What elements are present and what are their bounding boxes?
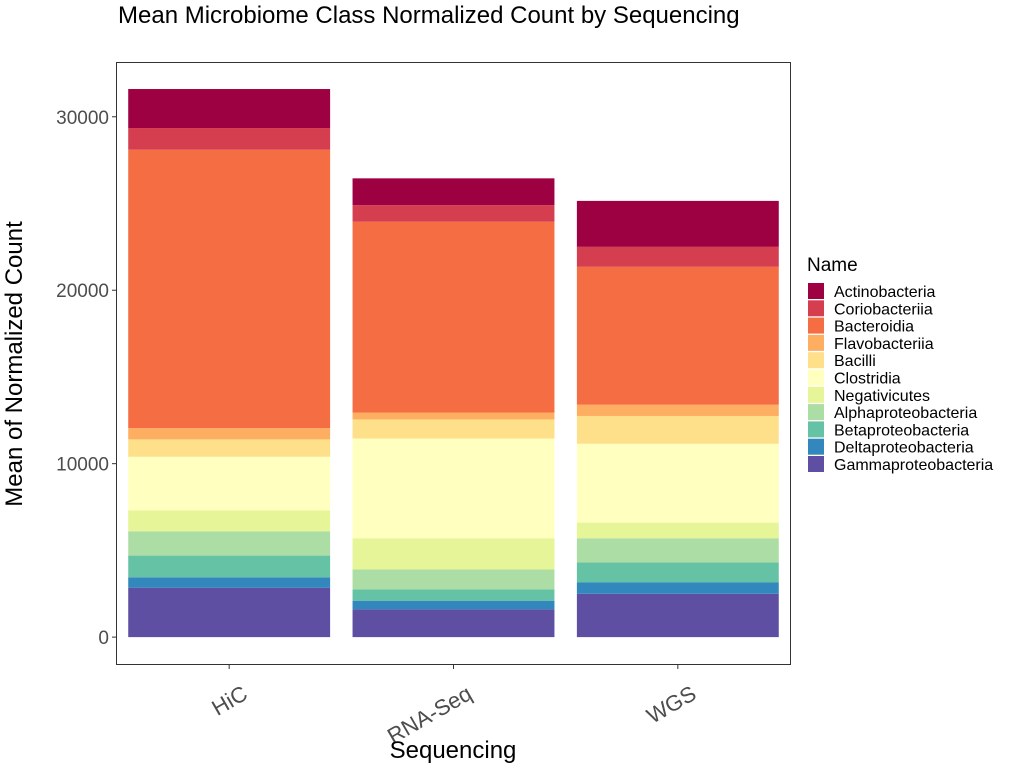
bar-segment-rna-seq-gammaproteobacteria xyxy=(352,609,555,638)
bar-segment-hic-actinobacteria xyxy=(128,89,331,129)
y-axis-label: Mean of Normalized Count xyxy=(1,221,28,507)
legend: Name ActinobacteriaCoriobacteriiaBactero… xyxy=(807,255,993,474)
legend-label-bacteroidia: Bacteroidia xyxy=(834,319,914,336)
legend-key-coriobacteriia xyxy=(808,300,824,317)
bar-segment-rna-seq-negativicutes xyxy=(352,538,555,570)
legend-label-betaproteobacteria: Betaproteobacteria xyxy=(834,422,969,439)
bar-segment-wgs-negativicutes xyxy=(576,522,779,539)
bar-segment-wgs-coriobacteriia xyxy=(576,246,779,267)
legend-key-deltaproteobacteria xyxy=(808,438,824,455)
legend-label-alphaproteobacteria: Alphaproteobacteria xyxy=(834,405,977,422)
bar-segment-wgs-flavobacteriia xyxy=(576,404,779,416)
bar-segment-hic-alphaproteobacteria xyxy=(128,531,331,556)
legend-label-bacilli: Bacilli xyxy=(834,353,876,370)
bar-segment-rna-seq-flavobacteriia xyxy=(352,412,555,420)
legend-key-negativicutes xyxy=(808,386,824,403)
y-tick-label: 10000 xyxy=(56,455,109,476)
bar-segment-hic-bacilli xyxy=(128,439,331,457)
bar-segment-hic-bacteroidia xyxy=(128,149,331,429)
legend-label-actinobacteria: Actinobacteria xyxy=(834,284,935,301)
bar-segment-hic-betaproteobacteria xyxy=(128,555,331,578)
y-axis: 0 10000 20000 30000 xyxy=(56,108,117,649)
bar-segment-wgs-betaproteobacteria xyxy=(576,562,779,583)
bar-segment-rna-seq-bacilli xyxy=(352,419,555,439)
bar-segment-rna-seq-deltaproteobacteria xyxy=(352,600,555,610)
legend-label-coriobacteriia: Coriobacteriia xyxy=(834,301,933,318)
legend-key-gammaproteobacteria xyxy=(808,456,824,472)
legend-label-clostridia: Clostridia xyxy=(834,371,901,388)
bar-segment-wgs-gammaproteobacteria xyxy=(576,593,779,638)
bar-segment-wgs-clostridia xyxy=(576,443,779,523)
bar-segment-wgs-alphaproteobacteria xyxy=(576,538,779,563)
bar-segment-hic-negativicutes xyxy=(128,510,331,532)
bar-segment-wgs-bacteroidia xyxy=(576,266,779,405)
bar-segment-wgs-actinobacteria xyxy=(576,200,779,247)
bar-segment-rna-seq-betaproteobacteria xyxy=(352,589,555,601)
y-tick-label: 30000 xyxy=(56,108,109,129)
bar-segment-rna-seq-coriobacteriia xyxy=(352,205,555,222)
legend-title: Name xyxy=(807,255,858,276)
bar-segment-wgs-deltaproteobacteria xyxy=(576,582,779,594)
legend-key-flavobacteriia xyxy=(808,334,824,351)
x-tick-label-hic: HiC xyxy=(207,680,251,720)
bar-segment-rna-seq-alphaproteobacteria xyxy=(352,569,555,590)
bars-layer xyxy=(128,89,779,638)
legend-key-betaproteobacteria xyxy=(808,421,824,438)
y-tick-label: 20000 xyxy=(56,281,109,302)
bar-segment-hic-coriobacteriia xyxy=(128,128,331,150)
chart-title: Mean Microbiome Class Normalized Count b… xyxy=(118,2,740,29)
legend-key-clostridia xyxy=(808,369,824,386)
x-axis: HiC RNA-Seq WGS xyxy=(207,664,700,749)
legend-label-deltaproteobacteria: Deltaproteobacteria xyxy=(834,440,974,457)
legend-key-bacteroidia xyxy=(808,317,824,334)
bar-segment-hic-flavobacteriia xyxy=(128,428,331,440)
x-tick-label-wgs: WGS xyxy=(642,681,700,729)
bar-segment-rna-seq-clostridia xyxy=(352,438,555,539)
bar-segment-hic-clostridia xyxy=(128,456,331,511)
bar-segment-rna-seq-bacteroidia xyxy=(352,221,555,413)
legend-key-bacilli xyxy=(808,352,824,369)
legend-key-actinobacteria xyxy=(808,283,824,299)
bar-segment-wgs-bacilli xyxy=(576,415,779,444)
legend-label-negativicutes: Negativicutes xyxy=(834,388,930,405)
x-axis-label: Sequencing xyxy=(390,737,517,764)
legend-label-flavobacteriia: Flavobacteriia xyxy=(834,336,934,353)
bar-segment-hic-gammaproteobacteria xyxy=(128,587,331,638)
legend-label-gammaproteobacteria: Gammaproteobacteria xyxy=(834,457,993,474)
bar-segment-rna-seq-actinobacteria xyxy=(352,178,555,206)
legend-key-alphaproteobacteria xyxy=(808,404,824,421)
y-tick-label: 0 xyxy=(98,628,109,649)
bar-segment-hic-deltaproteobacteria xyxy=(128,577,331,588)
